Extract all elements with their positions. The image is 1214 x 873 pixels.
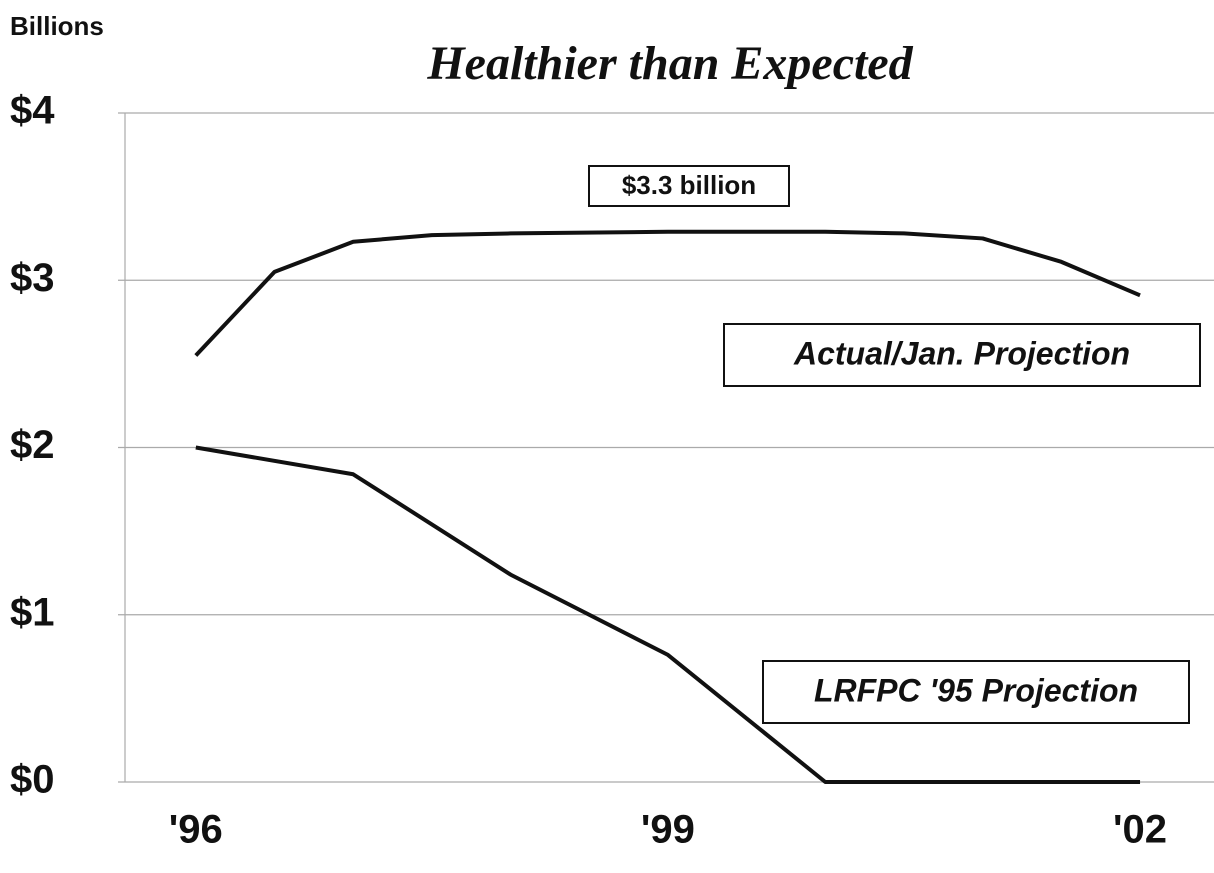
y-tick-label: $0 [10, 758, 55, 802]
legend-label: Actual/Jan. Projection [793, 335, 1130, 371]
series-line [194, 229, 1141, 357]
chart-subtitle: Healthier than Expected [426, 37, 913, 90]
y-tick-label: $4 [10, 89, 55, 133]
x-tick-label: '02 [1113, 808, 1167, 852]
legend-label: LRFPC '95 Projection [814, 672, 1138, 708]
x-tick-label: '99 [641, 808, 695, 852]
series-line [195, 445, 1141, 784]
annotation-box [588, 165, 790, 207]
annotation: $3.3 billion [622, 170, 756, 200]
y-tick-label: $3 [10, 256, 55, 300]
y-tick-label: $1 [10, 590, 55, 634]
y-axis-label: Billions [10, 11, 104, 41]
y-tick-label: $2 [10, 423, 55, 467]
legend-label-box [762, 660, 1190, 724]
legend-label-box [723, 323, 1201, 387]
x-tick-label: '96 [169, 808, 223, 852]
